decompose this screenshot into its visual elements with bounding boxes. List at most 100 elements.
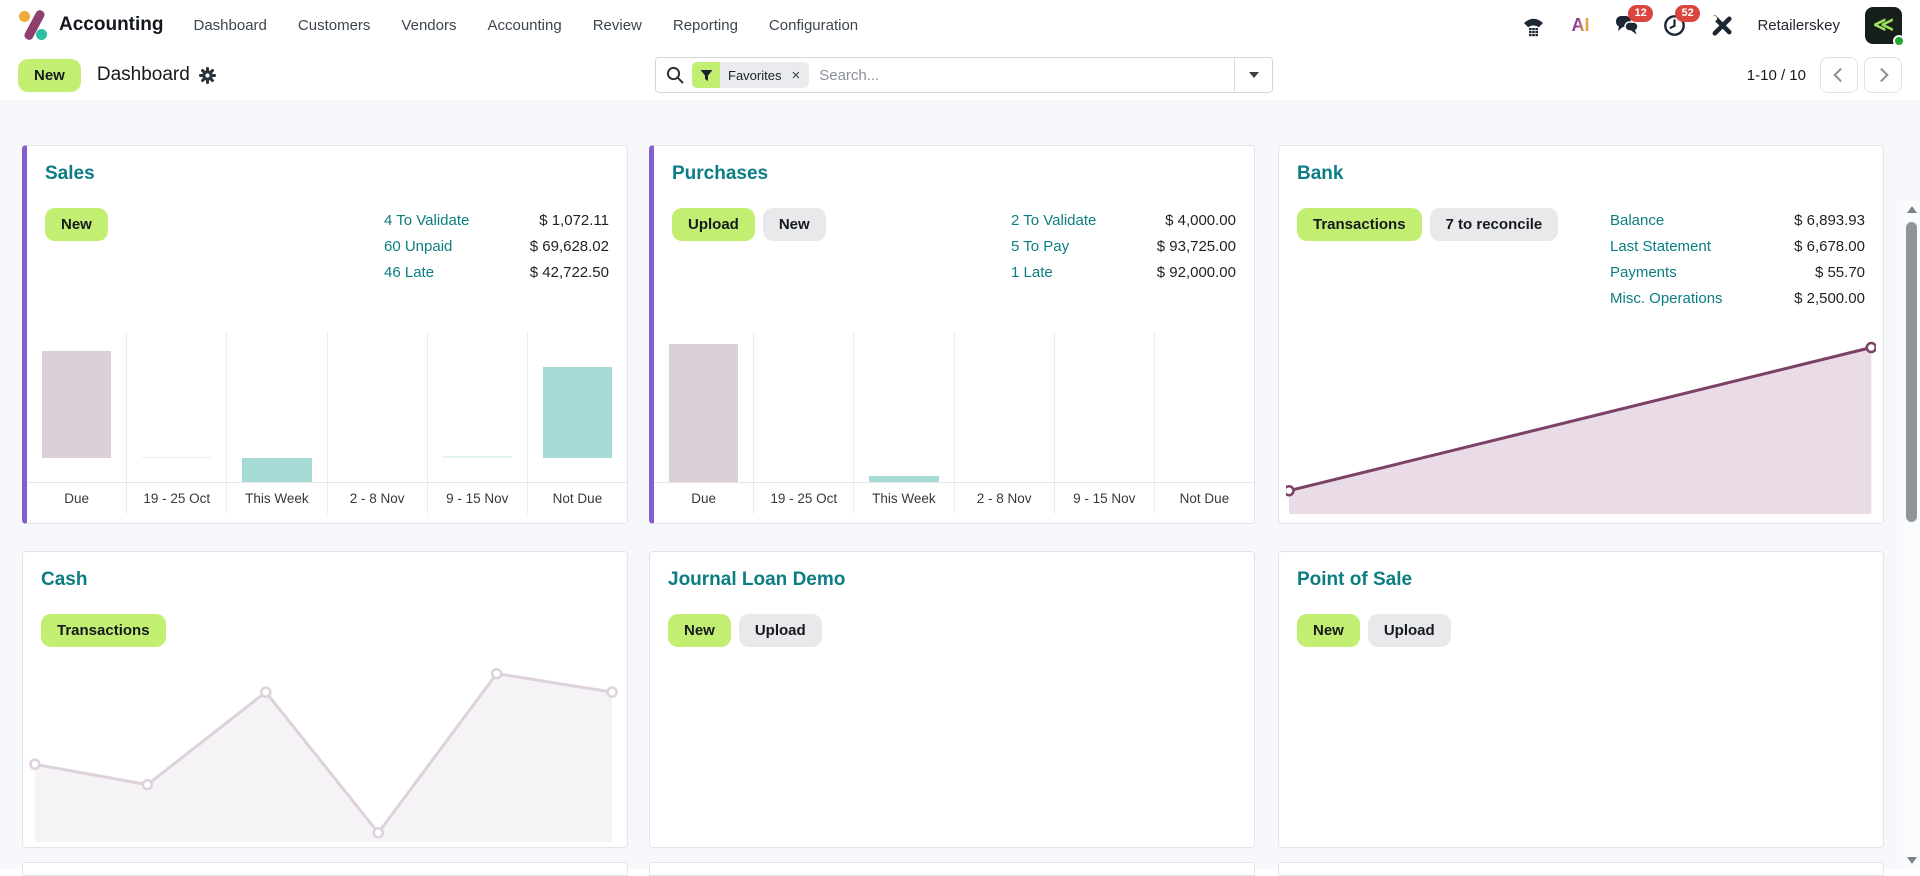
kpi-value: $ 6,893.93 bbox=[1794, 212, 1865, 229]
pager-previous-button[interactable] bbox=[1820, 57, 1858, 93]
graph-column-9-15-nov bbox=[1054, 332, 1154, 482]
scrollbar-up-arrow-icon[interactable] bbox=[1907, 206, 1917, 213]
nav-item-reporting[interactable]: Reporting bbox=[673, 17, 738, 34]
x-label-not-due: Not Due bbox=[1154, 483, 1254, 514]
next-row-card-stub bbox=[1278, 862, 1884, 876]
graph-column-19-25-oct bbox=[753, 332, 853, 482]
kpi-label: 5 To Pay bbox=[1011, 238, 1069, 255]
messages-icon[interactable]: 12 bbox=[1614, 12, 1640, 38]
activities-icon[interactable]: 52 bbox=[1661, 12, 1687, 38]
graph-column-due bbox=[27, 332, 126, 482]
kpi-value: $ 69,628.02 bbox=[530, 238, 609, 255]
bar-19-25-oct bbox=[142, 457, 211, 459]
x-label-2-8-nov: 2 - 8 Nov bbox=[954, 483, 1054, 514]
caret-down-icon bbox=[1249, 72, 1259, 78]
kpi-label: Payments bbox=[1610, 264, 1677, 281]
kpi-label: 4 To Validate bbox=[384, 212, 469, 229]
graph-column-9-15-nov bbox=[427, 332, 527, 482]
user-avatar[interactable]: ≪ bbox=[1865, 7, 1902, 44]
bar-due bbox=[669, 344, 738, 482]
bar-this-week bbox=[242, 458, 311, 482]
transactions-button[interactable]: Transactions bbox=[41, 614, 166, 647]
kpi-payments[interactable]: Payments $ 55.70 bbox=[1610, 264, 1865, 290]
new-button[interactable]: New bbox=[45, 208, 108, 241]
app-name[interactable]: Accounting bbox=[59, 14, 164, 36]
kpi-2-to-validate[interactable]: 2 To Validate$ 4,000.00 bbox=[1011, 212, 1236, 238]
bar-9-15-nov bbox=[443, 456, 512, 458]
kpi-last-statement[interactable]: Last Statement$ 6,678.00 bbox=[1610, 238, 1865, 264]
7-to-reconcile-button[interactable]: 7 to reconcile bbox=[1430, 208, 1559, 241]
graph-column-not-due bbox=[1154, 332, 1254, 482]
new-button[interactable]: New bbox=[668, 614, 731, 647]
kpi-balance[interactable]: Balance $ 6,893.93 bbox=[1610, 212, 1865, 238]
nav-item-dashboard[interactable]: Dashboard bbox=[194, 17, 267, 34]
new-button[interactable]: New bbox=[763, 208, 826, 241]
kpi-label: Balance bbox=[1610, 212, 1664, 229]
nav-menu: Dashboard Customers Vendors Accounting Revie… bbox=[194, 17, 859, 34]
next-row-card-stub bbox=[22, 862, 628, 876]
activities-badge: 52 bbox=[1675, 5, 1699, 22]
upload-button[interactable]: Upload bbox=[1368, 614, 1451, 647]
settings-gear-icon[interactable] bbox=[199, 67, 216, 84]
pager-next-button[interactable] bbox=[1864, 57, 1902, 93]
new-button[interactable]: New bbox=[18, 59, 81, 92]
nav-item-customers[interactable]: Customers bbox=[298, 17, 371, 34]
wrench-screwdriver-glyph bbox=[1710, 14, 1733, 37]
graph-column-19-25-oct bbox=[126, 332, 226, 482]
graph-column-2-8-nov bbox=[954, 332, 1054, 482]
breadcrumb: Dashboard bbox=[97, 64, 190, 86]
x-label-9-15-nov: 9 - 15 Nov bbox=[427, 483, 527, 514]
ai-icon[interactable]: AI bbox=[1567, 12, 1593, 38]
graph-column-due bbox=[654, 332, 753, 482]
x-label-2-8-nov: 2 - 8 Nov bbox=[327, 483, 427, 514]
x-label-due: Due bbox=[27, 483, 126, 514]
kpi-5-to-pay[interactable]: 5 To Pay$ 93,725.00 bbox=[1011, 238, 1236, 264]
kpi-value: $ 55.70 bbox=[1815, 264, 1865, 281]
card-title-point-of-sale[interactable]: Point of Sale bbox=[1297, 569, 1412, 591]
bank-chart-svg bbox=[1286, 335, 1876, 514]
card-title-bank[interactable]: Bank bbox=[1297, 163, 1343, 185]
card-title-cash[interactable]: Cash bbox=[41, 569, 87, 591]
scrollbar-thumb[interactable] bbox=[1906, 222, 1917, 522]
kpi-1-late[interactable]: 1 Late$ 92,000.00 bbox=[1011, 264, 1236, 290]
bar-due bbox=[42, 351, 111, 458]
accounting-app-logo-icon[interactable] bbox=[18, 10, 48, 40]
kpi-46-late[interactable]: 46 Late$ 42,722.50 bbox=[384, 264, 609, 290]
kpi-misc-operations[interactable]: Misc. Operations$ 2,500.00 bbox=[1610, 290, 1865, 316]
systray: AI 12 52 Retailerskey bbox=[1520, 7, 1902, 44]
search-dropdown-toggle[interactable] bbox=[1234, 58, 1272, 92]
card-title-purchases[interactable]: Purchases bbox=[672, 163, 768, 185]
upload-button[interactable]: Upload bbox=[672, 208, 755, 241]
search-bar: Favorites × bbox=[655, 57, 1273, 93]
kpi-label: 60 Unpaid bbox=[384, 238, 452, 255]
top-navbar: Accounting Dashboard Customers Vendors Acco… bbox=[0, 0, 1920, 50]
graph-column-2-8-nov bbox=[327, 332, 427, 482]
user-name[interactable]: Retailerskey bbox=[1757, 17, 1840, 34]
nav-item-vendors[interactable]: Vendors bbox=[401, 17, 456, 34]
tools-icon[interactable] bbox=[1708, 12, 1734, 38]
card-title-journal-loan-demo[interactable]: Journal Loan Demo bbox=[668, 569, 845, 591]
scrollbar-down-arrow-icon[interactable] bbox=[1907, 857, 1917, 864]
upload-button[interactable]: Upload bbox=[739, 614, 822, 647]
card-title-sales[interactable]: Sales bbox=[45, 163, 95, 185]
search-input[interactable] bbox=[809, 67, 1234, 84]
kpi-label: 46 Late bbox=[384, 264, 434, 281]
pager: 1-10 / 10 bbox=[1747, 50, 1902, 100]
nav-item-configuration[interactable]: Configuration bbox=[769, 17, 858, 34]
kpi-4-to-validate[interactable]: 4 To Validate$ 1,072.11 bbox=[384, 212, 609, 238]
vertical-scrollbar bbox=[1903, 200, 1920, 869]
kpi-list-bank: Balance $ 6,893.93 Last Statement$ 6,678.0… bbox=[1610, 212, 1865, 316]
graph-column-this-week bbox=[226, 332, 326, 482]
nav-item-accounting[interactable]: Accounting bbox=[487, 17, 561, 34]
new-button[interactable]: New bbox=[1297, 614, 1360, 647]
nav-item-review[interactable]: Review bbox=[593, 17, 642, 34]
kpi-60-unpaid[interactable]: 60 Unpaid $ 69,628.02 bbox=[384, 238, 609, 264]
facet-close-icon[interactable]: × bbox=[789, 67, 809, 84]
voip-phone-icon[interactable] bbox=[1520, 12, 1546, 38]
transactions-button[interactable]: Transactions bbox=[1297, 208, 1422, 241]
